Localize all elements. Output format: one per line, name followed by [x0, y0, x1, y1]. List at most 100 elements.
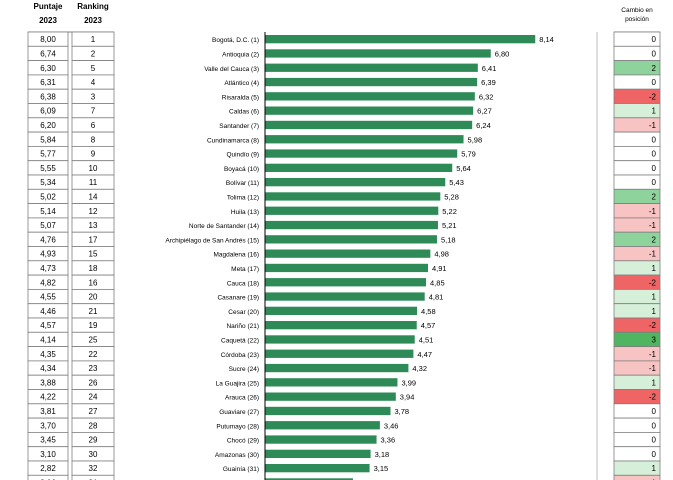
ranking-value: 4	[91, 78, 96, 87]
ranking-value: 21	[89, 307, 98, 316]
position-change-header: Cambio en posición	[614, 6, 660, 24]
bar-value-label: 6,27	[477, 107, 492, 116]
category-label: La Guajira (25)	[216, 380, 259, 387]
ranking-value: 30	[89, 450, 98, 459]
ranking-value: 13	[89, 221, 98, 230]
bar	[265, 178, 446, 187]
score-value: 6,30	[40, 64, 56, 73]
score-value: 4,76	[40, 235, 56, 244]
bar-value-label: 5,18	[441, 235, 456, 244]
position-change-value: -1	[649, 350, 657, 359]
ranking-header-line2: 2023	[84, 16, 102, 25]
bar-value-label: 6,41	[482, 64, 497, 73]
category-label: Guaviare (27)	[219, 409, 259, 416]
bar-value-label: 5,43	[449, 178, 464, 187]
score-value: 3,81	[40, 407, 56, 416]
score-value: 3,06	[40, 478, 56, 480]
ranking-value: 14	[89, 192, 98, 201]
bar	[265, 378, 398, 387]
score-value: 4,46	[40, 307, 56, 316]
category-label: Meta (17)	[231, 266, 259, 273]
bar-value-label: 5,21	[442, 221, 457, 230]
category-label: Caquetá (22)	[221, 337, 259, 344]
score-value: 3,88	[40, 378, 56, 387]
score-value: 6,31	[40, 78, 56, 87]
position-change-value: 0	[652, 436, 657, 445]
position-change-value: -1	[649, 250, 657, 259]
score-value: 4,57	[40, 321, 56, 330]
ranking-value: 28	[89, 421, 98, 430]
category-label: Casanare (19)	[217, 295, 259, 302]
position-change-value: -2	[649, 278, 657, 287]
category-label: Archipiélago de San Andrés (15)	[165, 237, 259, 244]
bar	[265, 35, 536, 44]
ranking-value: 16	[89, 278, 98, 287]
bar-value-label: 5,28	[444, 192, 459, 201]
position-change-value: 3	[652, 335, 657, 344]
position-change-value: 1	[652, 293, 657, 302]
ranking-value: 25	[89, 335, 98, 344]
category-label: Valle del Cauca (3)	[204, 66, 259, 73]
ranking-value: 10	[89, 164, 98, 173]
ranking-value: 27	[89, 407, 98, 416]
position-change-value: -2	[649, 321, 657, 330]
bar-value-label: 6,24	[476, 121, 491, 130]
score-value: 4,93	[40, 250, 56, 259]
ranking-value: 5	[91, 64, 96, 73]
category-label: Córdoba (23)	[221, 352, 259, 359]
category-label: Sucre (24)	[229, 366, 259, 373]
ranking-2023-header: Ranking 2023	[72, 0, 114, 28]
score-value: 4,35	[40, 350, 56, 359]
ranking-value: 1	[91, 35, 96, 44]
bar	[265, 106, 474, 115]
score-value: 5,34	[40, 178, 56, 187]
category-label: Cauca (18)	[227, 280, 259, 287]
bar-value-label: 4,58	[421, 307, 436, 316]
bar	[265, 292, 425, 301]
category-label: Tolima (12)	[227, 194, 259, 201]
bar-value-label: 3,18	[375, 450, 390, 459]
bar-value-label: 4,81	[429, 293, 444, 302]
category-label: Quindío (9)	[226, 152, 259, 159]
category-label: Chocó (29)	[227, 438, 259, 445]
ranking-value: 26	[89, 378, 98, 387]
bar-value-label: 4,85	[430, 278, 445, 287]
bar	[265, 249, 431, 258]
ranking-value: 23	[89, 364, 98, 373]
score-header-line2: 2023	[39, 16, 57, 25]
position-change-value: -2	[649, 393, 657, 402]
category-label: Guainía (31)	[223, 466, 259, 473]
bar	[265, 63, 478, 72]
category-label: Cesar (20)	[228, 309, 259, 316]
position-change-value: 0	[652, 35, 657, 44]
bar	[265, 478, 353, 480]
category-label: Nariño (21)	[226, 323, 259, 330]
score-value: 5,77	[40, 150, 56, 159]
bar	[265, 49, 491, 58]
category-label: Bolívar (11)	[226, 180, 259, 187]
ranking-value: 19	[89, 321, 98, 330]
position-change-value: 0	[652, 164, 657, 173]
ranking-value: 17	[89, 235, 98, 244]
bar-value-label: 4,91	[432, 264, 447, 273]
position-change-value: -2	[649, 92, 657, 101]
score-value: 4,14	[40, 335, 56, 344]
bar	[265, 349, 414, 358]
score-value: 5,84	[40, 135, 56, 144]
ranking-value: 18	[89, 264, 98, 273]
score-value: 4,82	[40, 278, 56, 287]
category-label: Cundinamarca (8)	[207, 137, 259, 144]
position-change-value: 0	[652, 135, 657, 144]
position-change-value: 1	[652, 107, 657, 116]
category-label: Arauca (26)	[225, 395, 259, 402]
bar-value-label: 3,94	[400, 393, 415, 402]
ranking-value: 15	[89, 250, 98, 259]
score-value: 5,55	[40, 164, 56, 173]
position-change-value: -1	[649, 364, 657, 373]
bar-value-label: 6,80	[495, 49, 510, 58]
ranking-value: 12	[89, 207, 98, 216]
bar-value-label: 3,36	[381, 436, 396, 445]
score-value: 5,14	[40, 207, 56, 216]
bar	[265, 220, 438, 230]
score-value: 4,55	[40, 293, 56, 302]
